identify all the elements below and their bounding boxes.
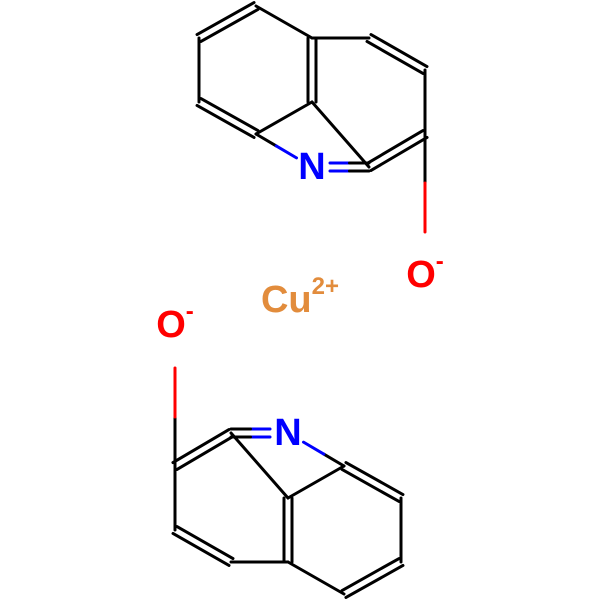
n-atom-label: N <box>274 412 301 454</box>
molecule-diagram: Cu2+NO-NO- <box>0 0 600 600</box>
n-atom-label: N <box>298 146 325 188</box>
